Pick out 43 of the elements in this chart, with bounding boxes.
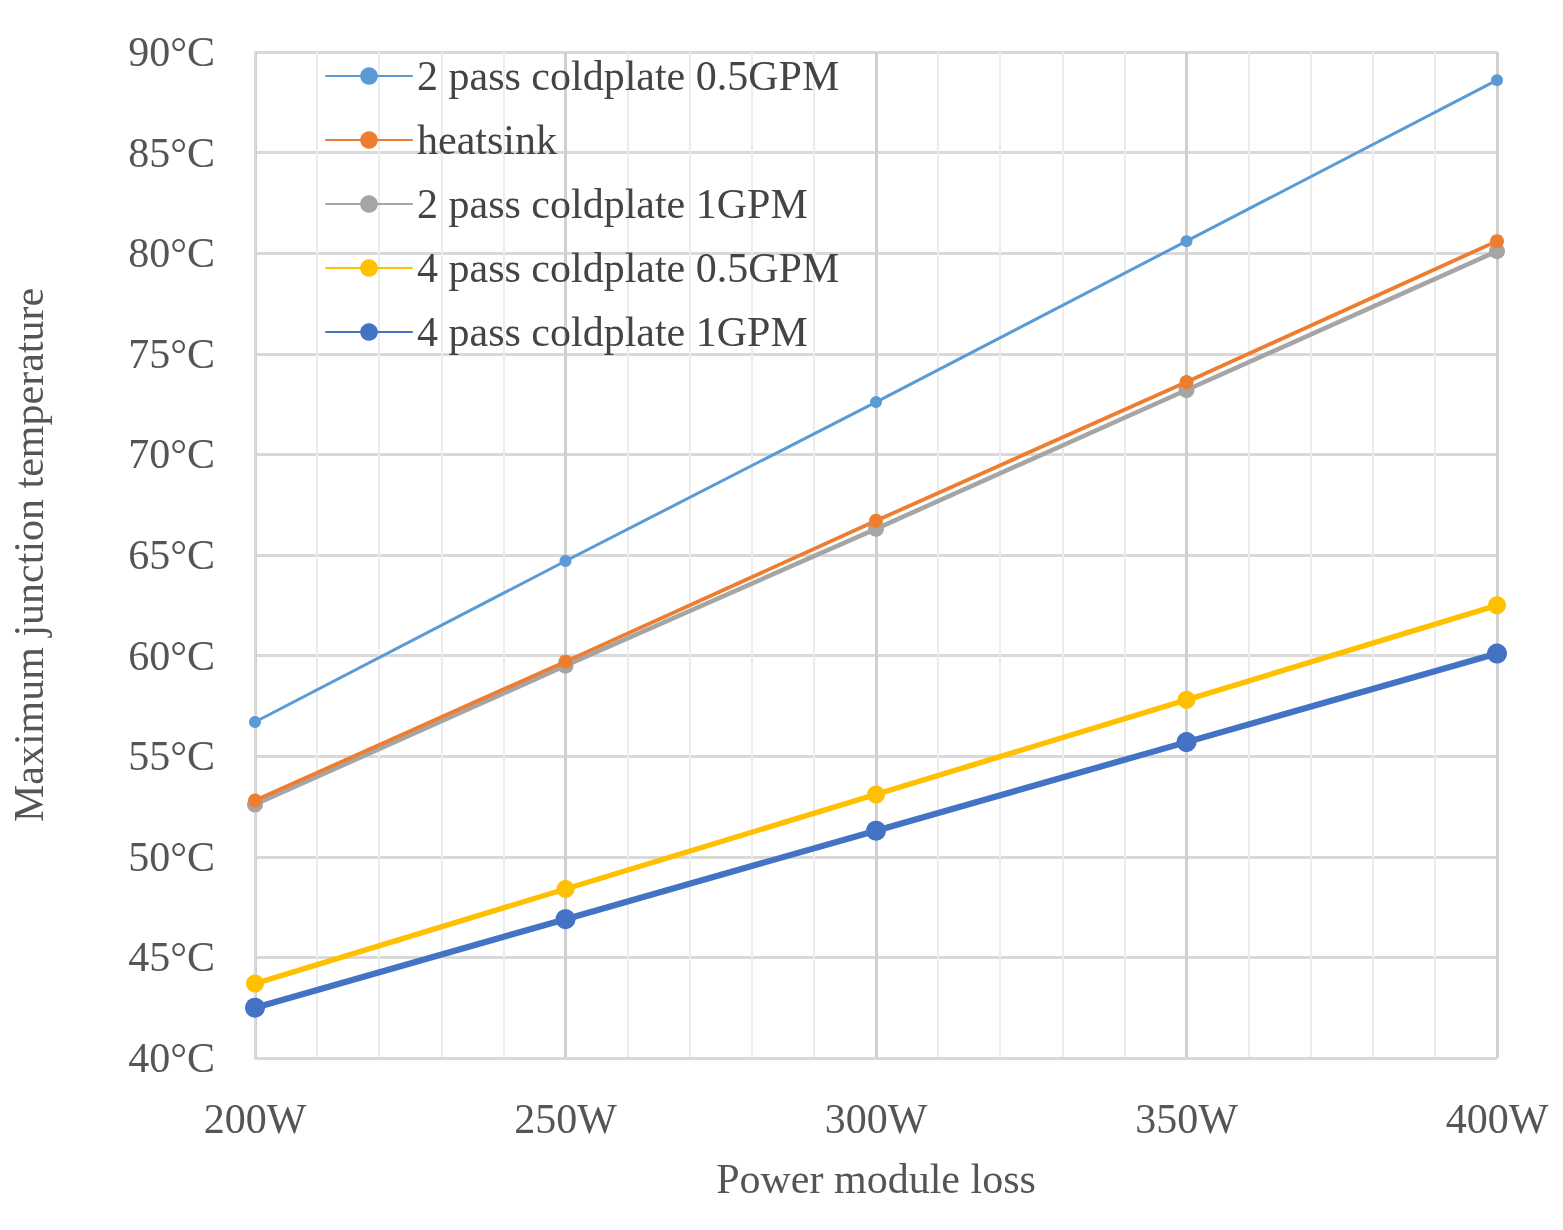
y-tick-label: 90°C: [128, 29, 215, 75]
point: [869, 513, 883, 528]
point: [245, 997, 265, 1018]
point: [870, 396, 882, 409]
point: [1487, 643, 1507, 664]
point: [246, 974, 264, 993]
y-tick-label: 80°C: [128, 230, 215, 277]
point: [1490, 234, 1504, 249]
legend-label: heatsink: [417, 117, 557, 163]
y-tick-label: 40°C: [128, 1035, 215, 1081]
x-tick-label: 350W: [1135, 1096, 1239, 1142]
y-tick-label: 45°C: [128, 934, 215, 981]
x-tick-label: 300W: [824, 1096, 928, 1142]
point: [248, 793, 262, 808]
legend-label: 4 pass coldplate 0.5GPM: [417, 245, 840, 291]
x-axis-title: Power module loss: [716, 1156, 1036, 1202]
point: [555, 909, 576, 930]
x-tick-label: 250W: [514, 1096, 618, 1142]
point: [559, 555, 572, 568]
point: [1179, 374, 1194, 389]
x-tick-label: 400W: [1445, 1096, 1549, 1142]
point: [249, 716, 261, 728]
legend-label: 2 pass coldplate 0.5GPM: [417, 53, 840, 99]
y-tick-label: 75°C: [128, 330, 215, 377]
point: [1488, 596, 1506, 615]
point: [1491, 74, 1503, 87]
y-tick-label: 55°C: [128, 733, 215, 780]
point: [867, 785, 885, 804]
y-tick-label: 85°C: [128, 129, 215, 176]
legend-label: 4 pass coldplate 1GPM: [417, 309, 808, 355]
y-tick-label: 60°C: [128, 632, 215, 679]
point: [1176, 732, 1197, 753]
y-tick-label: 70°C: [128, 431, 215, 478]
point: [1177, 690, 1196, 709]
x-tick-label: 200W: [203, 1096, 307, 1142]
point: [558, 654, 573, 669]
point: [866, 820, 886, 841]
y-axis-title: Maximum junction temperature: [6, 287, 52, 823]
y-tick-label: 65°C: [128, 532, 215, 578]
y-tick-label: 50°C: [128, 833, 215, 880]
point: [1180, 235, 1193, 248]
legend-label: 2 pass coldplate 1GPM: [417, 181, 808, 227]
point: [556, 880, 575, 898]
